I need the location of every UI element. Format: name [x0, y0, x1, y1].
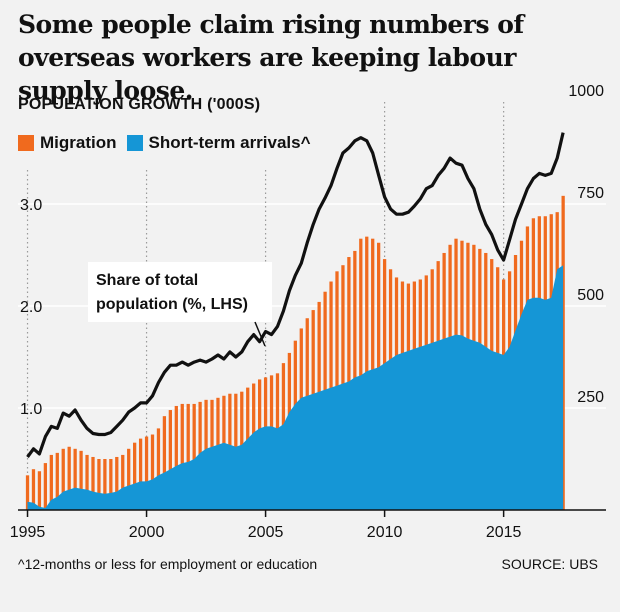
chart-headline: Some people claim rising numbers of over…: [18, 10, 524, 105]
migration-bar: [162, 416, 167, 510]
chart-legend: Migration Short-term arrivals^: [18, 133, 321, 153]
migration-bar: [37, 471, 42, 510]
left-tick-label: 1.0: [20, 401, 42, 418]
migration-bar: [156, 428, 161, 510]
migration-bar: [144, 436, 149, 510]
migration-bar: [186, 403, 190, 510]
migration-bar: [49, 454, 53, 510]
migration-bar: [79, 450, 83, 510]
share-line-layer: [26, 132, 565, 458]
annotation-box: [88, 262, 272, 322]
left-tick-label: 2.0: [20, 299, 42, 316]
right-tick-label: 250: [577, 389, 604, 406]
annotation-leader: [254, 321, 266, 347]
migration-bar: [127, 448, 131, 510]
migration-bar: [67, 446, 71, 510]
migration-bar: [73, 448, 77, 510]
migration-bar: [25, 475, 30, 510]
x-tick-label: 2010: [367, 524, 403, 541]
annotation-layer: Share of total population (%, LHS): [88, 262, 272, 347]
migration-bar: [97, 459, 101, 510]
axis-layer: 1995 2000 2005 2010 2015 250 500 750 1000 1.0 2.0 3…: [10, 83, 606, 541]
x-tick-label: 2015: [486, 524, 522, 541]
migration-bar: [91, 456, 95, 510]
legend-swatch-short-term: [126, 135, 143, 151]
migration-bar: [121, 454, 125, 510]
left-tick-label: 3.0: [20, 197, 42, 214]
migration-bar: [103, 459, 107, 510]
right-tick-label: 500: [577, 287, 604, 304]
migration-bar: [85, 454, 89, 510]
migration-bar: [133, 442, 137, 510]
migration-bar: [150, 434, 155, 510]
short-term-area: [27, 265, 564, 510]
migration-bar: [55, 452, 59, 510]
right-tick-label: 1000: [568, 83, 604, 100]
migration-bar: [115, 456, 119, 510]
x-tick-label: 1995: [10, 524, 46, 541]
chart-source: SOURCE: UBS: [501, 556, 598, 572]
legend-swatch-migration: [18, 135, 34, 151]
x-tick-label: 2005: [248, 524, 284, 541]
migration-bar: [180, 403, 184, 510]
annotation-line2: population (%, LHS): [96, 296, 248, 313]
migration-bar: [138, 438, 143, 510]
legend-item-migration: Migration: [18, 133, 117, 153]
legend-label-short-term: Short-term arrivals^: [148, 133, 311, 152]
chart-subtitle: POPULATION GROWTH ('000s): [18, 96, 261, 113]
legend-item-short-term: Short-term arrivals^: [126, 133, 311, 153]
migration-bar: [192, 403, 196, 510]
legend-label-migration: Migration: [40, 133, 117, 152]
x-tick-label: 2000: [129, 524, 165, 541]
short-term-area-layer: [27, 265, 564, 510]
share-line: [26, 132, 565, 458]
chart-footnote: ^12-months or less for employment or edu…: [18, 556, 318, 572]
migration-bar: [61, 448, 65, 510]
migration-bar: [43, 463, 48, 510]
migration-bar: [174, 405, 178, 510]
right-tick-label: 750: [577, 185, 604, 202]
migration-bar: [561, 195, 565, 510]
migration-bar: [31, 469, 36, 510]
migration-bar: [109, 459, 113, 510]
migration-bar: [359, 238, 363, 510]
migration-bar: [168, 410, 172, 510]
annotation-line1: Share of total: [96, 272, 198, 289]
